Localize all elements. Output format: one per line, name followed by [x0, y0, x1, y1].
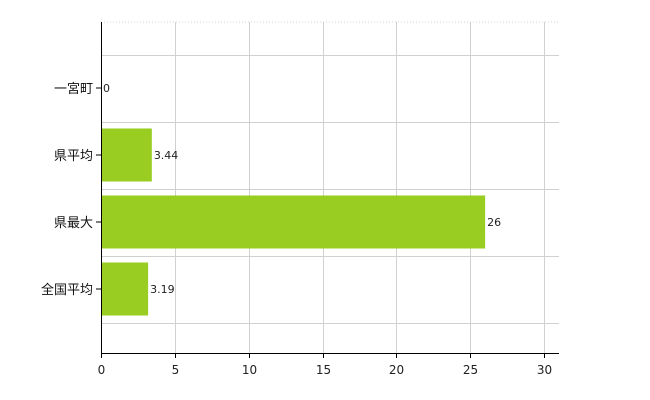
x-tick-label: 25 [463, 363, 478, 377]
category-label: 一宮町 [54, 81, 93, 97]
category-label: 県最大 [54, 216, 93, 231]
data-label: 0 [103, 82, 110, 95]
x-tick-label: 5 [172, 363, 180, 377]
category-label: 全国平均 [41, 282, 93, 298]
category-label: 県平均 [54, 149, 93, 164]
x-tick-label: 15 [316, 363, 331, 377]
data-label: 3.44 [154, 149, 179, 162]
x-tick-label: 30 [537, 363, 552, 377]
bar [102, 262, 149, 316]
data-label: 26 [487, 216, 501, 229]
bar [102, 195, 486, 249]
x-tick-label: 10 [242, 363, 257, 377]
bar [102, 128, 152, 182]
data-label: 3.19 [150, 283, 175, 296]
x-tick-label: 20 [389, 363, 404, 377]
x-tick-label: 0 [98, 363, 106, 377]
